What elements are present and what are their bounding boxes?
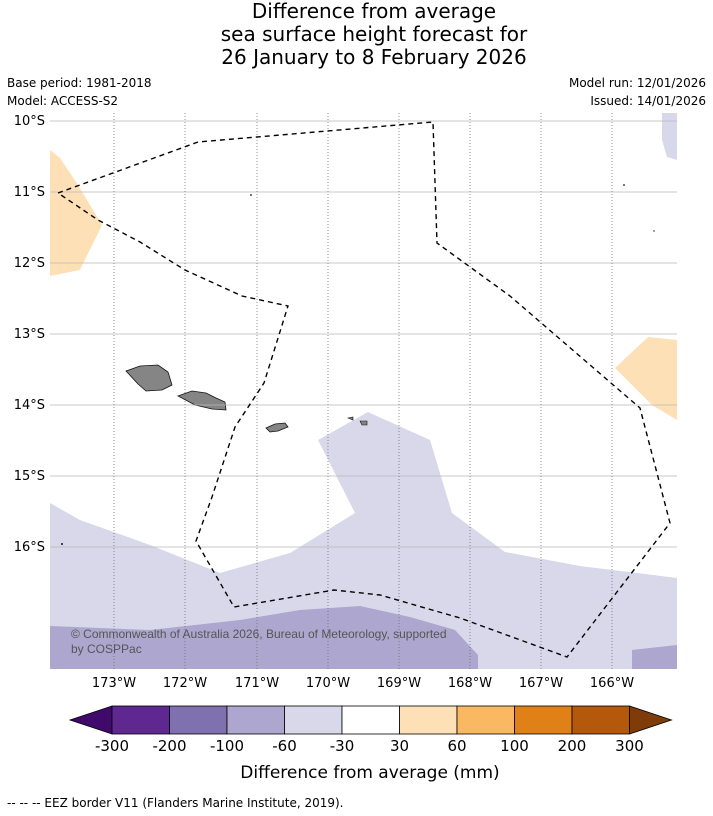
map-area: © Commonwealth of Australia 2026, Bureau… xyxy=(50,113,677,669)
title-line-3: 26 January to 8 February 2026 xyxy=(221,45,527,69)
colorbar-title: Difference from average (mm) xyxy=(240,763,499,783)
island-tutuila xyxy=(265,422,289,433)
colorbar-segment xyxy=(111,705,170,735)
colorbar-tick-label: -200 xyxy=(152,737,186,755)
island-manua-1 xyxy=(346,416,354,421)
island-dot-4 xyxy=(61,543,63,545)
lat-labels: 10°S 11°S 12°S 13°S 14°S 15°S 16°S xyxy=(14,114,45,555)
anomaly-band-minus-30-to-60-ne xyxy=(662,113,677,160)
colorbar-tick-label: 60 xyxy=(447,737,466,755)
colorbar-segment xyxy=(284,705,343,735)
lat-label: 13°S xyxy=(14,327,45,342)
lon-labels: 173°W 172°W 171°W 170°W 169°W 168°W 167°… xyxy=(92,676,634,691)
lon-label: 167°W xyxy=(519,676,563,691)
colorbar-tick-label: 30 xyxy=(390,737,409,755)
colorbar-segment xyxy=(571,705,630,735)
colorbar-extend-high xyxy=(629,705,673,735)
meta-left: Base period: 1981-2018 Model: ACCESS-S2 xyxy=(7,74,152,110)
lon-label: 170°W xyxy=(306,676,350,691)
lat-label: 14°S xyxy=(14,398,45,413)
colorbar-extend-low xyxy=(68,705,113,735)
meta-right: Model run: 12/01/2026 Issued: 14/01/2026 xyxy=(569,74,706,110)
colorbar-tick-label: -60 xyxy=(272,737,297,755)
title-line-2: sea surface height forecast for xyxy=(220,22,528,46)
lat-label: 16°S xyxy=(14,540,45,555)
colorbar-segment xyxy=(341,705,400,735)
lon-label: 168°W xyxy=(448,676,492,691)
colorbar-segment xyxy=(169,705,228,735)
anomaly-band-minus-60-to-100-se xyxy=(632,645,677,669)
lon-label: 173°W xyxy=(92,676,136,691)
colorbar-tick-label: 100 xyxy=(500,737,529,755)
colorbar-tick-label: -300 xyxy=(95,737,129,755)
colorbar-segment xyxy=(399,705,458,735)
model-name: Model: ACCESS-S2 xyxy=(7,94,119,108)
lat-label: 10°S xyxy=(14,114,45,129)
lon-label: 172°W xyxy=(163,676,207,691)
eez-footnote: -- -- -- EEZ border V11 (Flanders Marine… xyxy=(7,796,344,810)
model-run: Model run: 12/01/2026 xyxy=(568,76,706,90)
anomaly-band-30-to-60-west xyxy=(50,150,102,276)
chart-title: Difference from average sea surface heig… xyxy=(0,0,713,69)
colorbar-tick-label: -30 xyxy=(330,737,355,755)
island-dot-1 xyxy=(250,194,252,196)
colorbar-tick-label: 300 xyxy=(615,737,644,755)
colorbar-tick-label: 200 xyxy=(558,737,587,755)
title-line-1: Difference from average xyxy=(251,0,497,23)
island-dot-3 xyxy=(653,230,655,232)
lon-label: 169°W xyxy=(377,676,421,691)
colorbar-tick-labels: -300 -200 -100 -60 -30 30 60 100 200 300 xyxy=(95,737,644,755)
island-manua-2 xyxy=(359,420,368,426)
anomaly-band-minus-30-to-60 xyxy=(50,412,677,669)
lon-label: 171°W xyxy=(235,676,279,691)
anomaly-band-minus-60-to-100-south xyxy=(50,606,478,669)
lon-label: 166°W xyxy=(590,676,634,691)
eez-border-samoa xyxy=(57,121,671,658)
colorbar-segment xyxy=(226,705,285,735)
island-dot-2 xyxy=(623,184,625,186)
lat-label: 15°S xyxy=(14,469,45,484)
issued-date: Issued: 14/01/2026 xyxy=(590,94,706,108)
copyright-line-2: by COSPPac xyxy=(71,642,142,656)
colorbar xyxy=(68,705,673,735)
copyright-line-1: © Commonwealth of Australia 2026, Bureau… xyxy=(71,627,447,641)
colorbar-segment xyxy=(456,705,515,735)
anomaly-band-30-to-60-east xyxy=(615,337,677,420)
colorbar-segment xyxy=(514,705,573,735)
lat-label: 12°S xyxy=(14,256,45,271)
lat-gridlines xyxy=(50,120,677,548)
colorbar-tick-label: -100 xyxy=(210,737,244,755)
island-savaii xyxy=(125,364,173,392)
base-period: Base period: 1981-2018 xyxy=(7,76,152,90)
lat-label: 11°S xyxy=(14,185,45,200)
